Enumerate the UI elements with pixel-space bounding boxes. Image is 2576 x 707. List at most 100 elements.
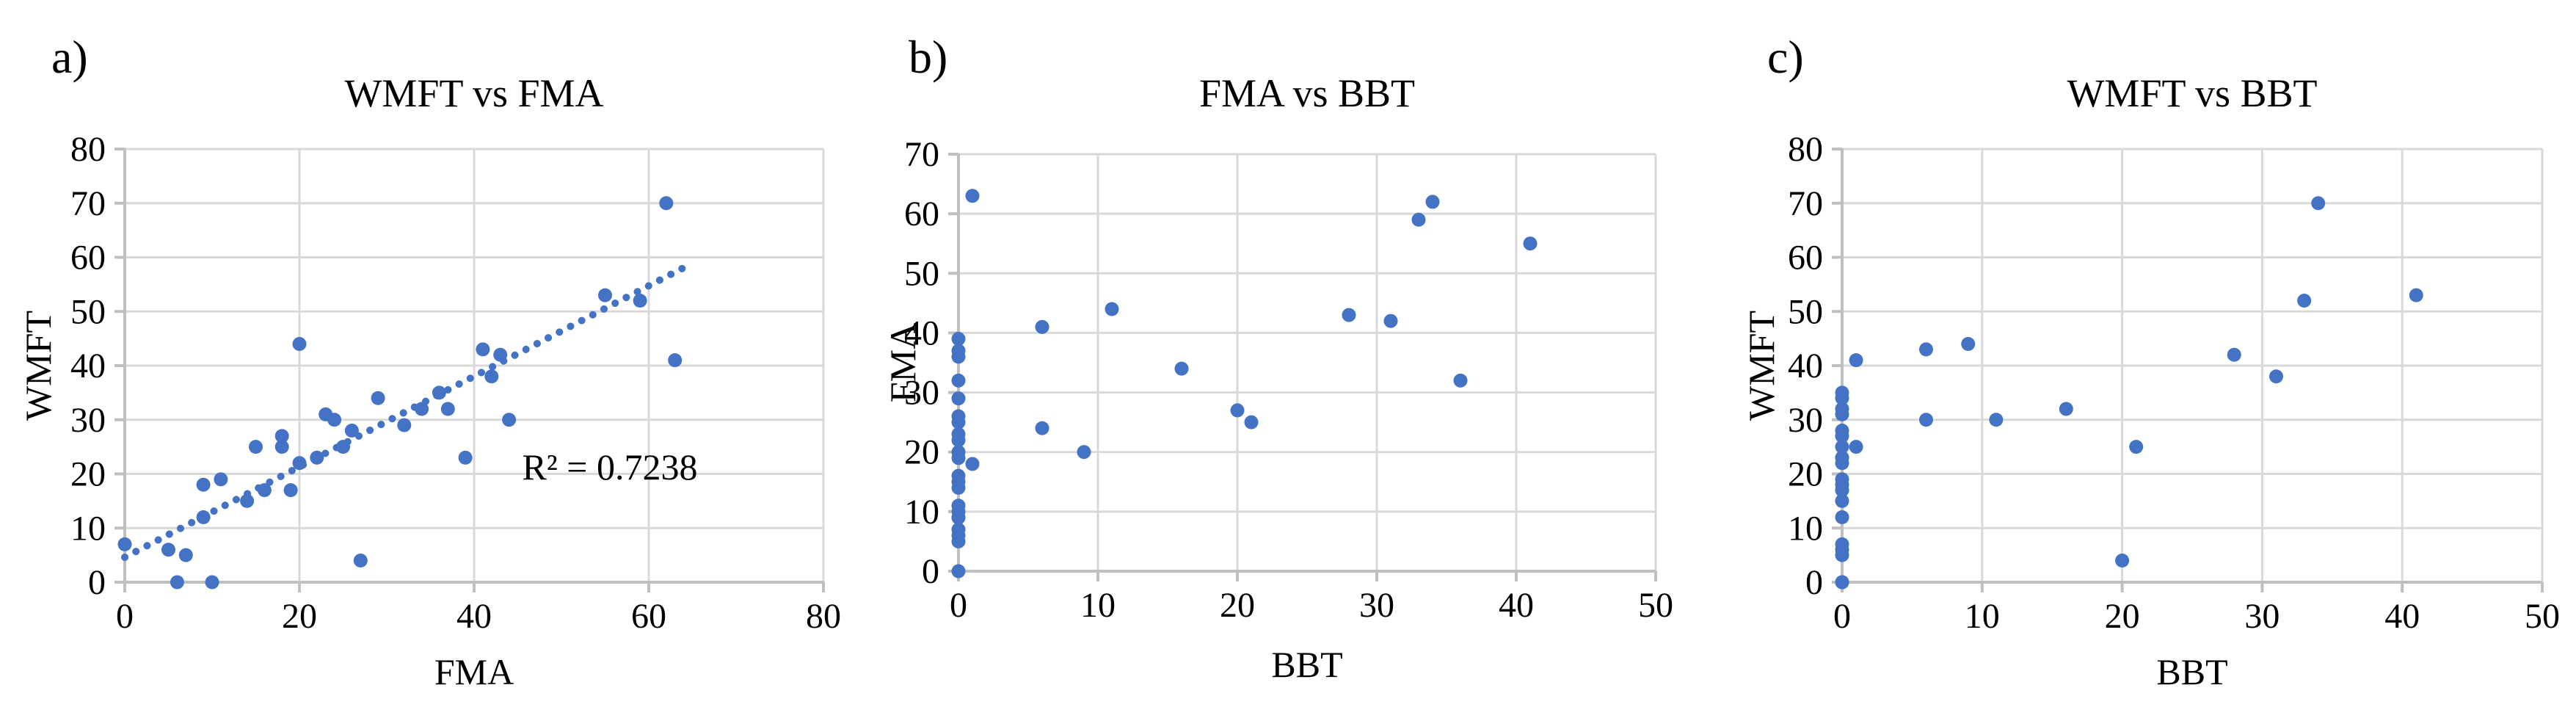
panel-c: c) WMFT vs BBT WMFT BBT 0 10 20 30 40 50 0 10 20…: [1725, 0, 2576, 707]
x-tick-label: 80: [806, 597, 841, 636]
y-tick-label: 10: [904, 493, 939, 532]
data-point: [161, 543, 175, 557]
data-point: [397, 418, 412, 432]
data-point: [310, 450, 324, 465]
x-tick-label: 50: [1638, 586, 1673, 625]
data-point: [1849, 440, 1863, 454]
y-tick-label: 60: [904, 195, 939, 233]
data-point: [292, 456, 307, 471]
y-tick-label: 40: [1788, 347, 1823, 385]
data-point: [1835, 493, 1849, 508]
y-tick-label: 20: [70, 455, 106, 494]
data-point: [336, 440, 350, 454]
x-tick-label: 20: [282, 597, 317, 636]
data-point: [2129, 440, 2144, 454]
panel-a: a) WMFT vs FMA WMFT FMA 0 20 40 60 80 0 10 20 30…: [0, 0, 866, 707]
data-point: [951, 332, 966, 347]
data-point: [633, 294, 647, 308]
y-tick-label: 40: [904, 313, 939, 352]
x-tick-label: 0: [950, 586, 967, 625]
x-tick-label: 10: [1965, 597, 2000, 636]
data-point: [493, 347, 508, 362]
data-point: [951, 445, 966, 460]
x-tick-label: 50: [2525, 597, 2560, 636]
data-point: [257, 483, 272, 498]
panel-label-b: b): [909, 31, 948, 83]
y-tick-label: 70: [70, 184, 106, 223]
x-tick-label: 10: [1080, 586, 1116, 625]
y-tick-label: 80: [1788, 130, 1823, 169]
y-tick-label: 20: [1788, 455, 1823, 494]
data-point: [1230, 403, 1245, 418]
data-point: [951, 498, 966, 513]
x-tick-label: 0: [1833, 597, 1851, 636]
data-point: [2059, 402, 2073, 416]
data-point: [196, 477, 211, 492]
data-point: [502, 413, 517, 427]
y-tick-label: 60: [70, 239, 106, 278]
data-point: [476, 342, 490, 357]
data-point: [668, 353, 683, 368]
data-point: [196, 510, 211, 524]
data-point: [1035, 421, 1049, 435]
data-point: [274, 440, 289, 454]
data-point: [1425, 195, 1440, 209]
chart-title-a: WMFT vs FMA: [344, 71, 604, 115]
r-squared-annotation: R² = 0.7238: [522, 446, 697, 487]
data-point: [1174, 361, 1189, 376]
y-tick-label: 70: [1788, 184, 1823, 223]
x-tick-label: 30: [1359, 586, 1394, 625]
y-tick-label: 50: [904, 254, 939, 293]
data-point: [1835, 402, 1849, 416]
data-point: [951, 391, 966, 406]
data-point: [170, 575, 184, 590]
data-point: [1918, 413, 1933, 427]
data-point: [1961, 337, 1976, 351]
data-point: [951, 427, 966, 441]
data-point: [1035, 319, 1049, 334]
data-point: [951, 522, 966, 537]
data-point: [1411, 212, 1426, 227]
data-point: [371, 391, 385, 405]
data-point: [1244, 415, 1259, 429]
data-point: [274, 429, 289, 443]
panel-label-a: a): [51, 31, 88, 83]
x-tick-label: 60: [631, 597, 666, 636]
scatter-chart-wmft-vs-bbt: 0 10 20 30 40 50 0 10 20 30 40 50 60 70 80: [1788, 130, 2560, 636]
y-tick-label: 50: [1788, 292, 1823, 331]
x-axis-title-c: BBT: [2156, 651, 2228, 692]
scatter-chart-fma-vs-bbt: 0 10 20 30 40 50 0 10 20 30 40 50 60 70: [904, 135, 1673, 625]
data-point: [1835, 385, 1849, 400]
y-tick-label: 40: [70, 347, 106, 385]
data-point: [951, 564, 966, 579]
data-point: [951, 409, 966, 424]
data-point: [598, 288, 612, 302]
data-point: [2297, 294, 2312, 308]
y-tick-label: 0: [88, 563, 106, 602]
x-tick-label: 40: [456, 597, 492, 636]
data-point: [1077, 445, 1091, 460]
y-tick-label: 0: [922, 552, 939, 591]
data-point: [965, 189, 980, 203]
y-tick-label: 30: [904, 374, 939, 413]
data-point: [178, 548, 193, 562]
y-tick-label: 50: [70, 292, 106, 331]
data-point: [1105, 302, 1119, 316]
x-tick-label: 0: [116, 597, 134, 636]
data-point: [1835, 440, 1849, 454]
x-tick-label: 20: [2105, 597, 2140, 636]
data-point: [1383, 313, 1398, 328]
panel-b: b) FMA vs BBT FMA BBT 0 10 20 30 40 50 0 10 20 30…: [866, 0, 1725, 707]
data-point: [1849, 353, 1863, 368]
data-point: [214, 472, 228, 487]
data-point: [1918, 342, 1933, 357]
trendline: [121, 261, 692, 562]
data-point: [951, 344, 966, 358]
x-tick-label: 20: [1220, 586, 1255, 625]
data-point: [1523, 236, 1538, 251]
x-tick-label: 40: [2384, 597, 2420, 636]
data-point: [249, 440, 263, 454]
data-point: [951, 373, 966, 388]
data-point: [2409, 288, 2423, 302]
y-tick-label: 30: [1788, 401, 1823, 440]
